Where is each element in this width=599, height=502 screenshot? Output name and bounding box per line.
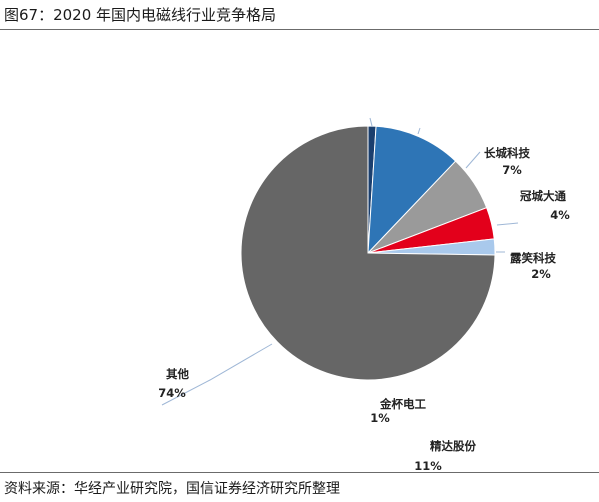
slice-percent-label: 74% bbox=[158, 386, 186, 400]
slice-name-label: 露笑科技 bbox=[510, 251, 556, 265]
pie-slice bbox=[367, 125, 457, 255]
slice-percent-label: 11% bbox=[414, 459, 442, 470]
slice-name-label: 冠城大通 bbox=[520, 189, 566, 203]
slice-name-label: 长城科技 bbox=[484, 146, 530, 160]
slice-name-label: 精达股份 bbox=[430, 439, 476, 453]
leader-lines bbox=[161, 117, 519, 406]
figure-title: 图67：2020 年国内电磁线行业竞争格局 bbox=[4, 6, 277, 24]
leader-line bbox=[369, 117, 373, 127]
pie-slice bbox=[240, 125, 496, 381]
slice-name-label: 其他 bbox=[166, 367, 189, 381]
leader-line bbox=[465, 151, 481, 169]
source-note: 资料来源：华经产业研究院，国信证券经济研究所整理 bbox=[4, 481, 340, 497]
bottom-rule bbox=[0, 472, 599, 473]
slice-percent-label: 7% bbox=[502, 163, 522, 177]
slice-percent-label: 2% bbox=[531, 267, 551, 281]
slice-name-label: 金杯电工 bbox=[379, 397, 426, 411]
slice-percent-label: 4% bbox=[550, 208, 570, 222]
leader-line bbox=[496, 222, 519, 226]
top-rule bbox=[0, 29, 599, 30]
leader-line bbox=[417, 127, 421, 135]
slice-percent-label: 1% bbox=[370, 411, 390, 425]
pie-slices bbox=[240, 125, 496, 381]
leader-line bbox=[161, 343, 273, 406]
